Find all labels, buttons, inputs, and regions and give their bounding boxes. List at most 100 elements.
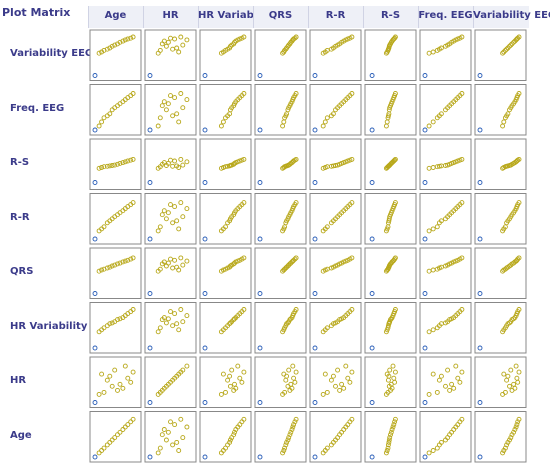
scatter-point <box>165 429 171 435</box>
scatter-point <box>107 264 113 270</box>
scatter-point <box>225 377 231 383</box>
scatter-point <box>120 427 126 432</box>
scatter-point <box>112 262 118 268</box>
scatter-point <box>157 115 163 121</box>
scatter-point <box>293 255 299 261</box>
column-header-bg <box>418 6 474 28</box>
scatter-point <box>172 95 178 101</box>
scatter-point <box>202 180 208 185</box>
scatter-point <box>178 34 184 40</box>
scatter-point <box>157 47 163 53</box>
column-header-bg <box>308 6 364 28</box>
scatter-point <box>288 429 294 435</box>
scatter-point <box>257 73 263 78</box>
scatter-point <box>508 42 514 48</box>
scatter-point <box>168 256 173 262</box>
scatter-cell-frame <box>89 356 142 408</box>
scatter-point <box>130 200 136 206</box>
scatter-point <box>516 307 522 312</box>
scatter-point <box>392 156 398 162</box>
scatter-point <box>159 212 165 218</box>
scatter-point <box>387 367 393 373</box>
scatter-point <box>117 316 123 322</box>
scatter-point <box>430 49 436 55</box>
scatter-point <box>157 325 163 331</box>
scatter-point <box>349 200 355 206</box>
scatter-point <box>293 416 299 422</box>
scatter-point <box>392 416 398 422</box>
scatter-cell-frame <box>419 138 472 190</box>
scatter-point <box>457 379 463 385</box>
scatter-point <box>349 34 355 40</box>
scatter-point <box>99 371 105 377</box>
column-header-r-r: R-R <box>325 10 346 21</box>
scatter-point <box>147 345 153 351</box>
scatter-cell-frame <box>309 29 362 81</box>
scatter-point <box>328 377 334 383</box>
scatter-point <box>449 381 455 387</box>
scatter-point <box>172 311 178 317</box>
column-header-age: Age <box>104 10 127 21</box>
scatter-point <box>502 47 508 53</box>
scatter-point <box>392 379 398 385</box>
scatter-point <box>130 369 136 375</box>
scatter-point <box>322 119 328 125</box>
scatter-point <box>174 163 180 169</box>
scatter-point <box>180 214 186 220</box>
scatter-point <box>513 363 519 369</box>
scatter-point <box>163 216 169 222</box>
scatter-point <box>312 291 318 296</box>
scatter-point <box>92 454 98 460</box>
scatter-point <box>115 432 120 438</box>
scatter-point <box>170 113 176 119</box>
scatter-point <box>101 445 107 451</box>
scatter-point <box>232 39 237 45</box>
scatter-point <box>101 224 107 230</box>
scatter-cell-frame <box>199 84 252 136</box>
scatter-point <box>284 439 290 445</box>
scatter-point <box>430 226 436 232</box>
scatter-point <box>168 93 173 99</box>
scatter-point <box>174 321 180 327</box>
scatter-point <box>422 73 428 78</box>
scatter-point <box>501 119 507 125</box>
scatter-point <box>174 264 180 270</box>
scatter-point <box>163 437 169 443</box>
scatter-point <box>507 43 512 49</box>
scatter-point <box>447 387 453 393</box>
scatter-point <box>107 163 113 169</box>
scatter-point <box>477 345 483 351</box>
scatter-point <box>385 442 391 448</box>
scatter-point <box>392 34 398 40</box>
scatter-point <box>92 180 98 185</box>
scatter-point <box>385 113 391 119</box>
scatter-point <box>390 363 396 369</box>
scatter-point <box>170 323 176 329</box>
scatter-point <box>445 367 451 373</box>
scatter-point <box>500 50 506 56</box>
scatter-point <box>291 257 297 263</box>
scatter-point <box>422 291 428 296</box>
scatter-point <box>369 400 375 405</box>
scatter-cell-frame <box>199 193 252 245</box>
scatter-point <box>202 127 208 133</box>
scatter-point <box>168 202 173 208</box>
scatter-point <box>163 320 169 326</box>
scatter-point <box>184 424 190 430</box>
scatter-point <box>280 450 286 456</box>
scatter-point <box>120 385 126 391</box>
scatter-point <box>459 34 465 40</box>
scatter-cell-frame <box>254 302 307 354</box>
scatter-point <box>174 218 180 224</box>
scatter-point <box>125 422 131 428</box>
scatter-point <box>155 228 161 234</box>
scatter-point <box>120 38 126 44</box>
scatter-point <box>178 416 184 422</box>
scatter-point <box>117 160 123 166</box>
scatter-point <box>202 454 208 460</box>
scatter-point <box>434 389 440 395</box>
scatter-point <box>235 363 241 369</box>
scatter-point <box>385 445 391 451</box>
scatter-point <box>178 91 184 96</box>
